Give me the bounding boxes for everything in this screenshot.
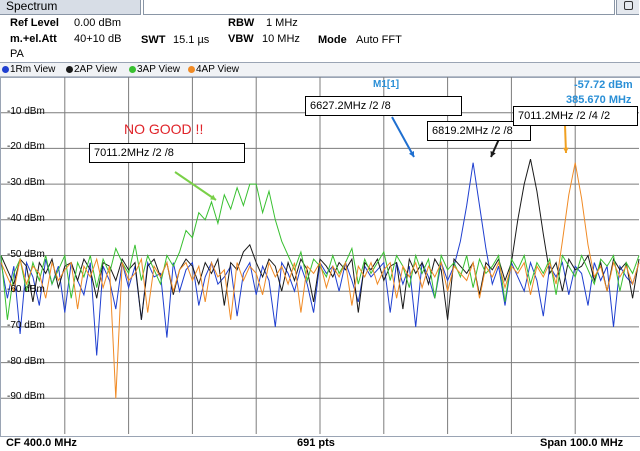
trace-line-2 <box>0 158 640 320</box>
header-divider <box>0 62 640 63</box>
annotation-arrow-1 <box>174 171 217 201</box>
mode: Mode <box>318 34 347 46</box>
trace-bar: 1Rm View 2AP View 3AP View 4AP View <box>0 63 640 77</box>
rbw-value: 1 MHz <box>266 17 298 29</box>
pa-label: PA <box>10 48 24 60</box>
trace-3[interactable]: 3AP View <box>129 64 180 75</box>
mode-value: Auto FFT <box>356 34 402 46</box>
trace-2[interactable]: 2AP View <box>66 64 117 75</box>
mode-label: Mode <box>318 34 347 46</box>
y-tick-label: -40 dBm <box>7 212 45 224</box>
att-label: m.+el.Att <box>10 33 57 45</box>
swt-label: SWT <box>141 34 166 46</box>
trace-line-4 <box>0 162 640 399</box>
trace-dot-icon <box>188 66 195 73</box>
trace-dot-icon <box>129 66 136 73</box>
trace-2-label: 2AP View <box>74 64 117 75</box>
arrow-head-icon <box>490 151 496 157</box>
trace-dot-icon <box>2 66 9 73</box>
spectrum-tab[interactable]: Spectrum <box>0 0 141 15</box>
trace-3-label: 3AP View <box>137 64 180 75</box>
span: Span 100.0 MHz <box>540 437 624 449</box>
y-tick-label: -30 dBm <box>7 177 45 189</box>
grid <box>1 77 639 434</box>
y-tick-label: -50 dBm <box>7 248 45 260</box>
trace-lines <box>0 158 640 399</box>
y-tick-label: -10 dBm <box>7 105 45 117</box>
orange-trace-label: 7011.2MHz /2 /4 /2 <box>513 106 638 126</box>
trace-dot-icon <box>66 66 73 73</box>
restore-icon <box>624 1 633 10</box>
swt-value: 15.1 µs <box>173 34 210 46</box>
arrow-head-icon <box>210 194 216 200</box>
window-restore-button[interactable] <box>616 0 639 15</box>
att: m.+el.Att <box>10 33 57 45</box>
trace-1[interactable]: 1Rm View <box>2 64 55 75</box>
spectrum-plot[interactable] <box>0 77 640 435</box>
vbw-value: 10 MHz <box>262 33 300 45</box>
rbw: RBW <box>228 17 254 29</box>
trace-1-label: 1Rm View <box>10 64 56 75</box>
spectrum-tab-label: Spectrum <box>6 0 58 13</box>
green-trace-label: 7011.2MHz /2 /8 <box>89 143 245 163</box>
att-value: 40+10 dB <box>74 33 122 45</box>
marker-level: -57.72 dBm <box>574 79 633 91</box>
black-trace-label: 6819.2MHz /2 /8 <box>427 121 531 141</box>
annotation-arrows <box>174 116 569 201</box>
ref-level-value: 0.00 dBm <box>74 17 122 29</box>
vbw-label: VBW <box>228 33 254 45</box>
y-tick-label: -20 dBm <box>7 141 45 153</box>
trace-line-3 <box>0 183 640 320</box>
arrow-head-icon <box>408 151 414 157</box>
trace-4[interactable]: 4AP View <box>188 64 239 75</box>
no-good-annotation: NO GOOD !! <box>124 121 204 137</box>
y-tick-label: -80 dBm <box>7 355 45 367</box>
ref-level: Ref Level <box>10 17 59 29</box>
annotation-arrow-2 <box>391 116 415 158</box>
blue-trace-label: 6627.2MHz /2 /8 <box>305 96 462 116</box>
swt: SWT <box>141 34 165 46</box>
ref-level-label: Ref Level <box>10 17 59 29</box>
y-tick-label: -70 dBm <box>7 319 45 331</box>
tab-strip <box>143 0 615 15</box>
marker-frequency: 385.670 MHz <box>566 94 632 106</box>
trace-4-label: 4AP View <box>196 64 239 75</box>
points-count: 691 pts <box>297 437 335 449</box>
center-frequency: CF 400.0 MHz <box>6 437 77 449</box>
y-tick-label: -90 dBm <box>7 391 45 403</box>
rbw-label: RBW <box>228 17 255 29</box>
vbw: VBW <box>228 33 254 45</box>
arrow-head-icon <box>562 147 569 153</box>
marker-name: M1[1] <box>373 79 400 90</box>
y-tick-label: -60 dBm <box>7 284 45 296</box>
